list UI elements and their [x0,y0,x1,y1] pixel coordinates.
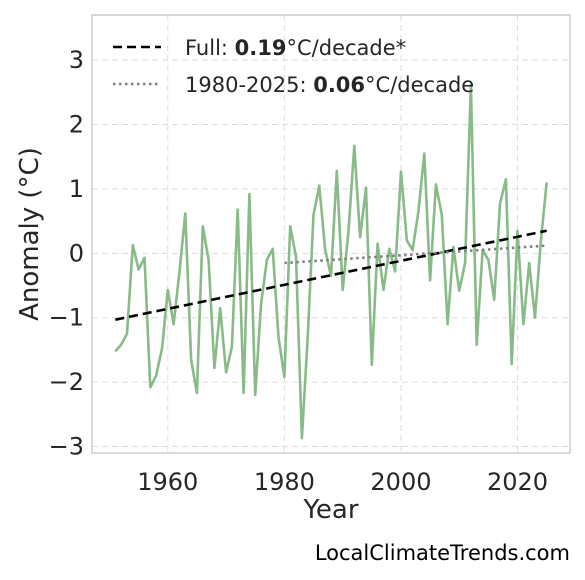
full-trend-line [115,229,547,321]
series-layer [114,83,548,440]
anomaly-series-line [114,83,548,440]
legend-full-suffix: °C/decade* [287,36,407,60]
y-tick-label: −2 [49,368,84,396]
legend-label-full: Full: 0.19°C/decade* [185,36,406,60]
y-tick-label: 2 [69,111,84,139]
x-tick-labels: 1960 1980 2000 2020 [137,468,548,496]
grid [92,15,570,453]
x-tick-label: 1980 [254,468,315,496]
legend-recent-value: 0.06 [313,73,365,97]
x-tick-label: 2020 [487,468,548,496]
y-tick-label: 0 [69,239,84,267]
x-tick-label: 1960 [137,468,198,496]
y-tick-labels: −3 −2 −1 0 1 2 3 [49,46,84,460]
legend-full-prefix: Full: [185,36,235,60]
legend-recent-suffix: °C/decade [365,73,474,97]
recent-trend-line [284,244,547,265]
x-tick-label: 2000 [370,468,431,496]
legend-full-value: 0.19 [235,36,287,60]
y-tick-label: 1 [69,175,84,203]
source-credit: LocalClimateTrends.com [315,541,570,565]
legend: Full: 0.19°C/decade* 1980-2025: 0.06°C/d… [113,36,474,97]
y-tick-label: 3 [69,46,84,74]
legend-recent-prefix: 1980-2025: [185,73,313,97]
x-axis-title: Year [302,495,358,525]
y-tick-label: −3 [49,433,84,461]
y-axis-title: Anomaly (°C) [15,147,45,321]
legend-label-recent: 1980-2025: 0.06°C/decade [185,73,474,97]
trend-layer [115,229,547,321]
plot-frame [91,14,571,454]
y-tick-label: −1 [49,304,84,332]
